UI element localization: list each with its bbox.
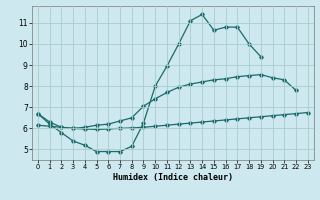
X-axis label: Humidex (Indice chaleur): Humidex (Indice chaleur)	[113, 173, 233, 182]
